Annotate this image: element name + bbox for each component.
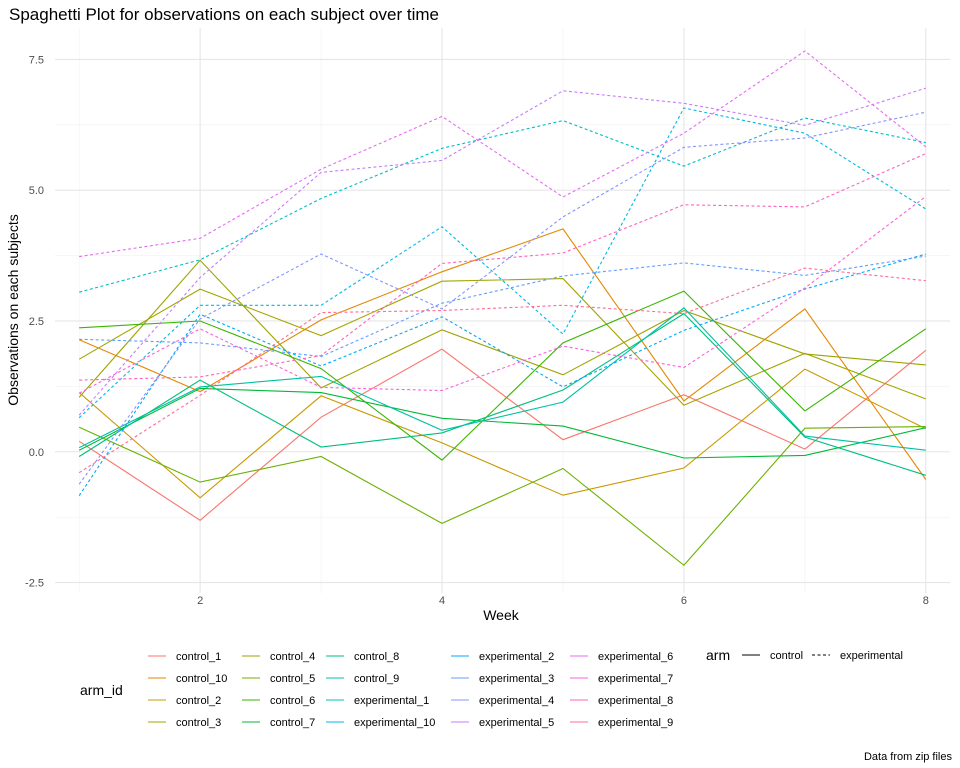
series-line-experimental-1 xyxy=(79,117,926,293)
series-line-control-1 xyxy=(78,348,927,521)
y-axis-ticks: -2.5 0.0 2.5 5.0 7.5 xyxy=(25,54,44,589)
y-axis-title: Observations on each subjects xyxy=(5,214,21,405)
legend-label-control-3: control_3 xyxy=(176,717,221,729)
color-legend-title: arm_id xyxy=(80,682,123,698)
y-tick-label: 0.0 xyxy=(29,447,44,459)
legend-label-experimental-4: experimental_4 xyxy=(479,695,554,707)
y-tick-label: 2.5 xyxy=(29,316,44,328)
series-line-experimental-5 xyxy=(78,87,926,416)
grid xyxy=(55,28,950,593)
y-tick-label: -2.5 xyxy=(25,578,44,590)
legend-label-experimental-5: experimental_5 xyxy=(479,717,554,729)
series-line-experimental-9 xyxy=(78,267,926,474)
legend-label-control-4: control_4 xyxy=(270,651,315,663)
x-axis-ticks: 2 4 6 8 xyxy=(197,595,929,607)
series-line-control-8 xyxy=(78,312,926,476)
arm-legend-label-experimental: experimental xyxy=(840,650,903,662)
series-line-experimental-8 xyxy=(79,153,927,381)
series-line-control-5 xyxy=(78,426,926,567)
legend-label-experimental-3: experimental_3 xyxy=(479,673,554,685)
series-line-control-7 xyxy=(78,387,926,459)
series-line-experimental-6 xyxy=(79,50,927,258)
legend-label-control-8: control_8 xyxy=(354,651,399,663)
x-tick-label: 8 xyxy=(923,595,929,607)
arm-legend-label-control: control xyxy=(770,650,803,662)
chart-title: Spaghetti Plot for observations on each … xyxy=(9,5,439,24)
series-line-control-10 xyxy=(78,228,927,480)
x-axis-title: Week xyxy=(483,607,520,623)
x-tick-label: 2 xyxy=(197,595,203,607)
series-line-experimental-7 xyxy=(78,196,927,394)
series-line-experimental-2 xyxy=(78,253,926,497)
legend-label-control-5: control_5 xyxy=(270,673,315,685)
legend-label-experimental-8: experimental_8 xyxy=(598,695,673,707)
series-line-control-3 xyxy=(78,278,926,406)
x-tick-label: 4 xyxy=(439,595,445,607)
caption: Data from zip files xyxy=(864,751,953,763)
series-lines xyxy=(78,50,927,567)
y-tick-label: 5.0 xyxy=(29,185,44,197)
y-tick-label: 7.5 xyxy=(29,54,44,66)
legend-label-control-10: control_10 xyxy=(176,673,227,685)
series-line-control-6 xyxy=(79,290,927,461)
legend-label-control-2: control_2 xyxy=(176,695,221,707)
legend-label-experimental-10: experimental_10 xyxy=(354,717,435,729)
legend-label-control-9: control_9 xyxy=(354,673,399,685)
arm-legend: control experimental xyxy=(742,650,903,662)
legend-label-experimental-2: experimental_2 xyxy=(479,651,554,663)
legend-label-control-6: control_6 xyxy=(270,695,315,707)
legend-label-experimental-1: experimental_1 xyxy=(354,695,429,707)
legend-label-experimental-7: experimental_7 xyxy=(598,673,673,685)
color-legend: control_1 control_10 control_2 control_3 con… xyxy=(148,651,673,729)
legend-label-experimental-9: experimental_9 xyxy=(598,717,673,729)
series-line-experimental-4 xyxy=(78,111,926,485)
series-line-experimental-3 xyxy=(79,255,926,358)
series-line-control-9 xyxy=(78,307,926,451)
series-line-control-2 xyxy=(78,368,927,499)
legend-label-experimental-6: experimental_6 xyxy=(598,651,673,663)
series-line-control-4 xyxy=(78,259,926,398)
arm-legend-title: arm xyxy=(706,647,730,663)
x-tick-label: 6 xyxy=(681,595,687,607)
legend-label-control-7: control_7 xyxy=(270,717,315,729)
legend-label-control-1: control_1 xyxy=(176,651,221,663)
